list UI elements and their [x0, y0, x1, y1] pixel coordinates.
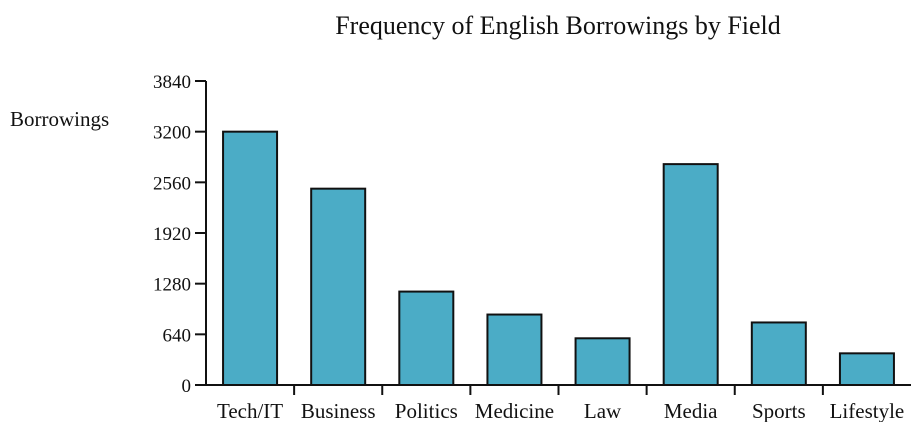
y-tick-label: 3200: [153, 123, 191, 144]
bar: [662, 163, 719, 386]
x-tick-label: Politics: [395, 399, 458, 422]
y-tick-label: 0: [182, 376, 192, 397]
y-tick-label: 3840: [153, 72, 191, 93]
x-tick-label: Medicine: [475, 399, 554, 422]
x-tick-label: Tech/IT: [217, 399, 283, 422]
x-tick-label: Business: [301, 399, 376, 422]
bar: [486, 313, 543, 386]
y-tick-label: 1280: [153, 275, 191, 296]
bar: [750, 321, 807, 387]
y-axis: 0 640 1280 1920 2560 3200 3840: [153, 72, 206, 397]
bars-group: [222, 130, 895, 387]
x-tick-label: Sports: [752, 399, 806, 422]
bar: [398, 290, 455, 387]
bar: [222, 130, 279, 386]
y-axis-label: Borrowings: [10, 107, 109, 131]
y-tick-label: 2560: [153, 173, 191, 194]
x-tick-label: Media: [664, 399, 718, 422]
x-tick-label: Lifestyle: [830, 399, 905, 422]
x-axis: Tech/IT Business Politics Medicine Law Media S…: [217, 385, 904, 422]
bar: [838, 352, 895, 387]
x-tick-label: Law: [584, 399, 622, 422]
chart-title: Frequency of English Borrowings by Field: [335, 11, 781, 40]
bar: [310, 187, 367, 386]
y-tick-label: 1920: [153, 224, 191, 245]
bar: [574, 337, 631, 386]
y-tick-label: 640: [163, 325, 192, 346]
